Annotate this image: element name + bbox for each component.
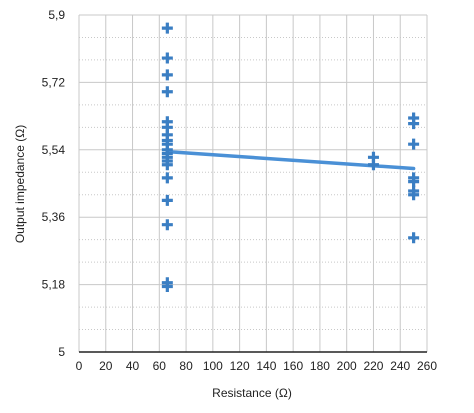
data-point-marker bbox=[161, 69, 173, 81]
x-tick-label: 120 bbox=[230, 359, 250, 373]
data-point-marker bbox=[408, 176, 420, 188]
x-tick-label: 200 bbox=[337, 359, 357, 373]
x-tick-label: 0 bbox=[76, 359, 83, 373]
data-point-marker bbox=[408, 112, 420, 124]
data-point-marker bbox=[408, 118, 420, 130]
data-point-marker bbox=[367, 151, 379, 163]
x-tick-label: 40 bbox=[126, 359, 140, 373]
x-tick-label: 180 bbox=[310, 359, 330, 373]
data-point-marker bbox=[161, 194, 173, 206]
data-point-marker bbox=[408, 189, 420, 201]
y-tick-label: 5,9 bbox=[48, 8, 65, 22]
x-tick-label: 20 bbox=[99, 359, 113, 373]
x-tick-label: 240 bbox=[390, 359, 410, 373]
data-point-marker bbox=[161, 172, 173, 184]
x-axis-title: Resistance (Ω) bbox=[212, 386, 292, 400]
data-point-marker bbox=[161, 280, 173, 292]
x-tick-label: 160 bbox=[283, 359, 303, 373]
y-tick-label: 5,54 bbox=[42, 143, 66, 157]
data-point-marker bbox=[161, 138, 173, 150]
data-point-marker bbox=[161, 52, 173, 64]
data-point-marker bbox=[161, 22, 173, 34]
x-tick-label: 100 bbox=[203, 359, 223, 373]
y-tick-labels: 5 5,18 5,36 5,54 5,72 5,9 bbox=[42, 8, 66, 359]
y-axis-title: Output impedance (Ω) bbox=[13, 125, 27, 243]
x-tick-label: 80 bbox=[179, 359, 193, 373]
data-point-marker bbox=[408, 138, 420, 150]
x-tick-label: 260 bbox=[417, 359, 437, 373]
data-point-marker bbox=[367, 159, 379, 171]
data-point-marker bbox=[408, 232, 420, 244]
x-tick-label: 140 bbox=[256, 359, 276, 373]
data-point-marker bbox=[161, 219, 173, 231]
y-tick-label: 5,36 bbox=[42, 210, 66, 224]
y-tick-label: 5 bbox=[58, 345, 65, 359]
x-tick-label: 60 bbox=[153, 359, 167, 373]
data-point-marker bbox=[161, 116, 173, 128]
data-point-marker bbox=[161, 129, 173, 141]
x-tick-labels: 0 20 40 60 80 100 120 140 160 180 200 220 240 260 bbox=[76, 359, 438, 373]
data-point-marker bbox=[161, 159, 173, 171]
y-tick-label: 5,18 bbox=[42, 278, 66, 292]
data-points bbox=[161, 22, 420, 292]
y-tick-label: 5,72 bbox=[42, 75, 66, 89]
axes bbox=[78, 15, 427, 353]
data-point-marker bbox=[161, 121, 173, 133]
data-point-marker bbox=[161, 86, 173, 98]
x-tick-label: 220 bbox=[363, 359, 383, 373]
grid-lines bbox=[79, 14, 428, 352]
